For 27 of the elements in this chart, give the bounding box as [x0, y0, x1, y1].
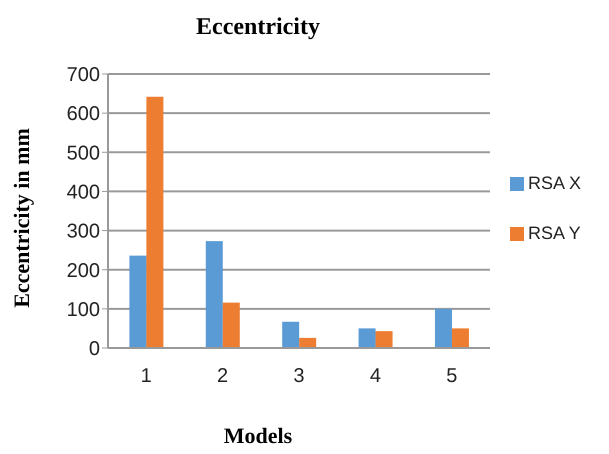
bar: [222, 302, 240, 348]
x-tick-label: 2: [217, 365, 228, 388]
y-tick-label: 500: [66, 142, 100, 164]
x-tick-label: 4: [370, 365, 381, 388]
bar: [146, 96, 164, 348]
bar: [434, 308, 452, 348]
y-tick-label: 400: [66, 182, 100, 204]
legend-label: RSA Y: [528, 223, 581, 243]
y-tick-label: 700: [66, 64, 100, 86]
legend-label: RSA X: [528, 173, 581, 193]
bar: [358, 328, 376, 348]
bar: [282, 322, 300, 348]
bar: [376, 331, 393, 348]
x-tick-label: 1: [140, 365, 152, 388]
bar: [206, 241, 223, 348]
y-tick-label: 600: [66, 103, 100, 126]
y-tick-label: 0: [88, 338, 100, 360]
chart-title: Eccentricity: [195, 14, 321, 41]
y-tick-label: 200: [66, 260, 100, 282]
x-tick-label: 3: [293, 365, 305, 388]
y-axis-title: Eccentricity in mm: [9, 128, 34, 308]
x-axis-title: Models: [222, 423, 294, 449]
bar: [452, 328, 469, 348]
bar: [129, 256, 146, 348]
y-tick-label: 300: [66, 220, 100, 243]
y-tick-label: 100: [66, 298, 100, 321]
x-tick-label: 5: [446, 365, 458, 388]
